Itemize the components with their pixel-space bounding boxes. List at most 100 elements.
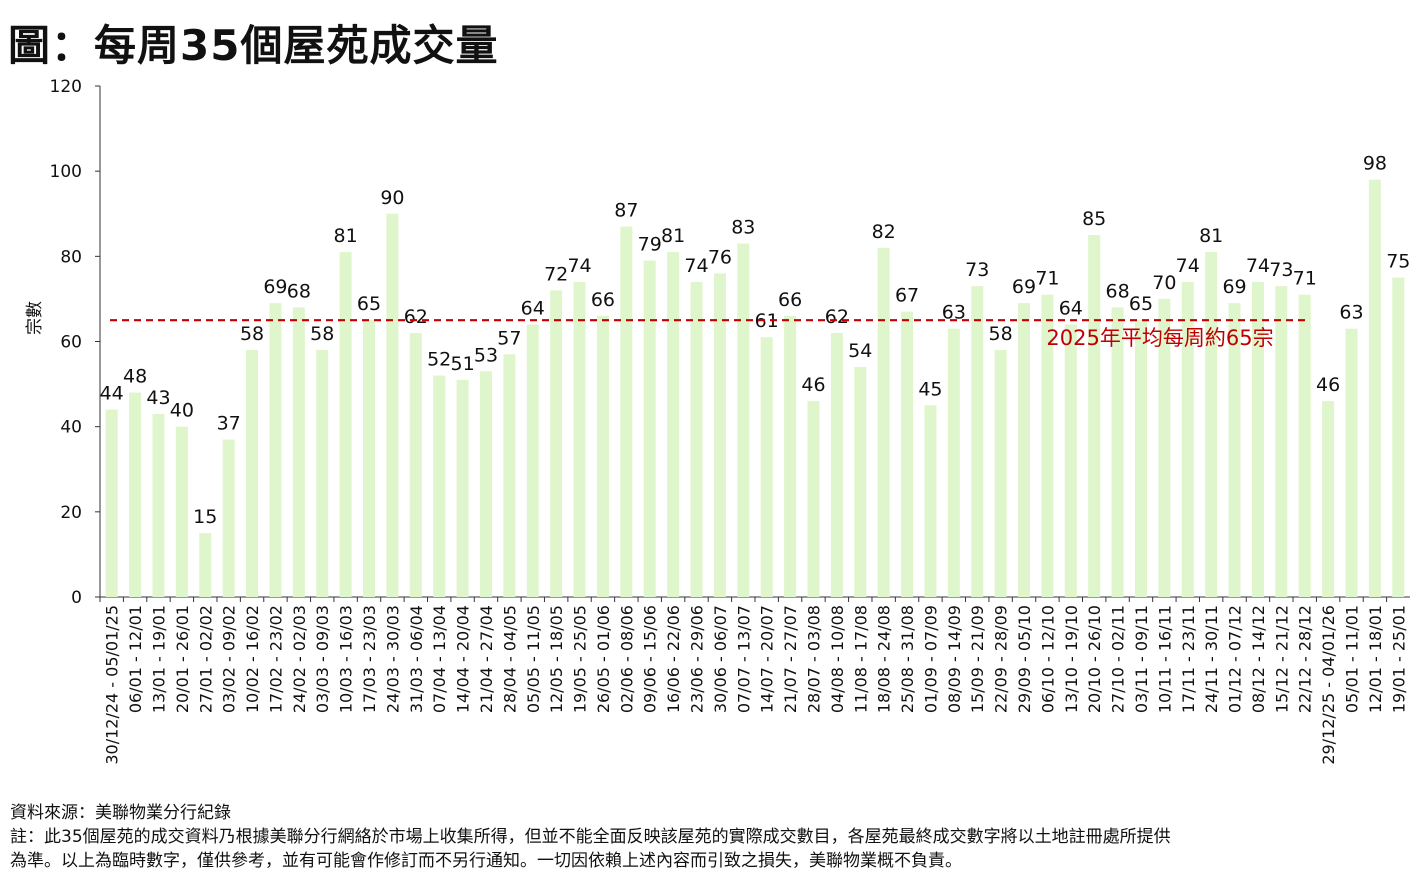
bar <box>667 252 680 597</box>
bar <box>1392 277 1405 597</box>
data-label: 73 <box>1269 259 1293 281</box>
bar <box>901 311 914 597</box>
bar <box>269 303 282 597</box>
data-label: 63 <box>1339 302 1363 324</box>
data-label: 90 <box>380 187 404 209</box>
data-label: 65 <box>357 293 381 315</box>
x-tick-label: 08/09 - 14/09 <box>945 605 964 713</box>
x-tick-label: 22/12 - 28/12 <box>1296 605 1315 713</box>
x-tick-label: 14/07 - 20/07 <box>758 605 777 713</box>
data-label: 67 <box>895 285 919 307</box>
y-tick-label: 0 <box>71 588 82 608</box>
bar <box>830 332 843 597</box>
data-label: 52 <box>427 349 451 371</box>
bar <box>1064 324 1077 597</box>
bar <box>737 243 750 597</box>
bar <box>1251 281 1264 597</box>
data-label: 46 <box>801 374 825 396</box>
data-label: 68 <box>1105 280 1129 302</box>
source-note: 資料來源：美聯物業分行紀錄 <box>10 803 231 823</box>
x-tick-label: 11/08 - 17/08 <box>851 605 870 713</box>
x-tick-label: 24/02 - 02/03 <box>290 605 309 713</box>
data-label: 58 <box>240 323 264 345</box>
data-label: 58 <box>310 323 334 345</box>
data-label: 74 <box>1176 255 1200 277</box>
y-tick-label: 40 <box>60 418 82 438</box>
data-label: 87 <box>614 200 638 222</box>
data-label: 64 <box>521 297 545 319</box>
bar <box>503 354 516 597</box>
bar <box>596 315 609 597</box>
x-tick-label: 24/03 - 30/03 <box>383 605 402 713</box>
x-tick-label: 14/04 - 20/04 <box>454 605 473 713</box>
data-label: 62 <box>404 306 428 328</box>
bar <box>1228 303 1241 597</box>
y-axis-label: 宗數 <box>25 301 45 335</box>
x-tick-label: 26/05 - 01/06 <box>594 605 613 713</box>
x-tick-label: 24/11 - 30/11 <box>1202 605 1221 713</box>
disclaimer-line-2: 為準。以上為臨時數字，僅供參考，並有可能會作修訂而不另行通知。一切因依賴上述內容… <box>10 851 962 871</box>
data-label: 70 <box>1152 272 1176 294</box>
x-tick-label: 17/02 - 23/02 <box>266 605 285 713</box>
bar <box>1158 298 1171 597</box>
bar <box>994 350 1007 597</box>
average-line-label: 2025年平均每周約65宗 <box>1046 326 1273 350</box>
bar <box>175 426 188 597</box>
bar <box>1181 281 1194 597</box>
data-label: 73 <box>965 259 989 281</box>
bar <box>1041 294 1054 597</box>
bar <box>316 350 329 597</box>
data-label: 45 <box>918 378 942 400</box>
data-label: 64 <box>1059 297 1083 319</box>
y-tick-label: 20 <box>60 503 82 523</box>
x-tick-label: 10/11 - 16/11 <box>1155 605 1174 713</box>
data-label: 82 <box>872 221 896 243</box>
x-tick-label: 18/08 - 24/08 <box>875 605 894 713</box>
bar <box>456 379 469 597</box>
data-label: 81 <box>1199 225 1223 247</box>
bar <box>526 324 539 597</box>
bar <box>292 307 305 597</box>
x-tick-label: 27/10 - 02/11 <box>1109 605 1128 713</box>
data-label: 66 <box>778 289 802 311</box>
x-tick-label: 03/03 - 09/03 <box>313 605 332 713</box>
y-tick-label: 60 <box>60 333 82 353</box>
bar <box>1275 286 1288 597</box>
data-label: 74 <box>567 255 591 277</box>
data-label: 75 <box>1386 251 1410 273</box>
x-tick-label: 04/08 - 10/08 <box>828 605 847 713</box>
x-tick-label: 23/06 - 29/06 <box>688 605 707 713</box>
bar <box>1134 320 1147 597</box>
bar <box>643 260 656 597</box>
bar <box>1018 303 1031 597</box>
data-label: 71 <box>1293 268 1317 290</box>
x-tick-label: 17/11 - 23/11 <box>1179 605 1198 713</box>
bar <box>1345 328 1358 597</box>
x-tick-label: 29/09 - 05/10 <box>1015 605 1034 713</box>
x-tick-label: 27/01 - 02/02 <box>196 605 215 713</box>
data-label: 81 <box>334 225 358 247</box>
data-label: 79 <box>638 234 662 256</box>
data-label: 69 <box>1222 276 1246 298</box>
x-tick-label: 13/10 - 19/10 <box>1062 605 1081 713</box>
bar <box>105 409 118 597</box>
data-label: 62 <box>825 306 849 328</box>
data-label: 63 <box>942 302 966 324</box>
data-label: 76 <box>708 246 732 268</box>
x-tick-label: 12/01 - 18/01 <box>1366 605 1385 713</box>
data-label: 37 <box>217 412 241 434</box>
data-label: 15 <box>193 506 217 528</box>
bar <box>760 337 773 597</box>
y-tick-label: 80 <box>60 247 82 267</box>
data-label: 46 <box>1316 374 1340 396</box>
x-tick-label: 10/02 - 16/02 <box>243 605 262 713</box>
x-tick-label: 19/01 - 25/01 <box>1389 605 1408 713</box>
data-label: 48 <box>123 366 147 388</box>
x-tick-label: 16/06 - 22/06 <box>664 605 683 713</box>
bar <box>971 286 984 597</box>
bar <box>1322 401 1335 597</box>
x-tick-label: 17/03 - 23/03 <box>360 605 379 713</box>
data-label: 69 <box>1012 276 1036 298</box>
data-label: 83 <box>731 217 755 239</box>
data-label: 68 <box>287 280 311 302</box>
